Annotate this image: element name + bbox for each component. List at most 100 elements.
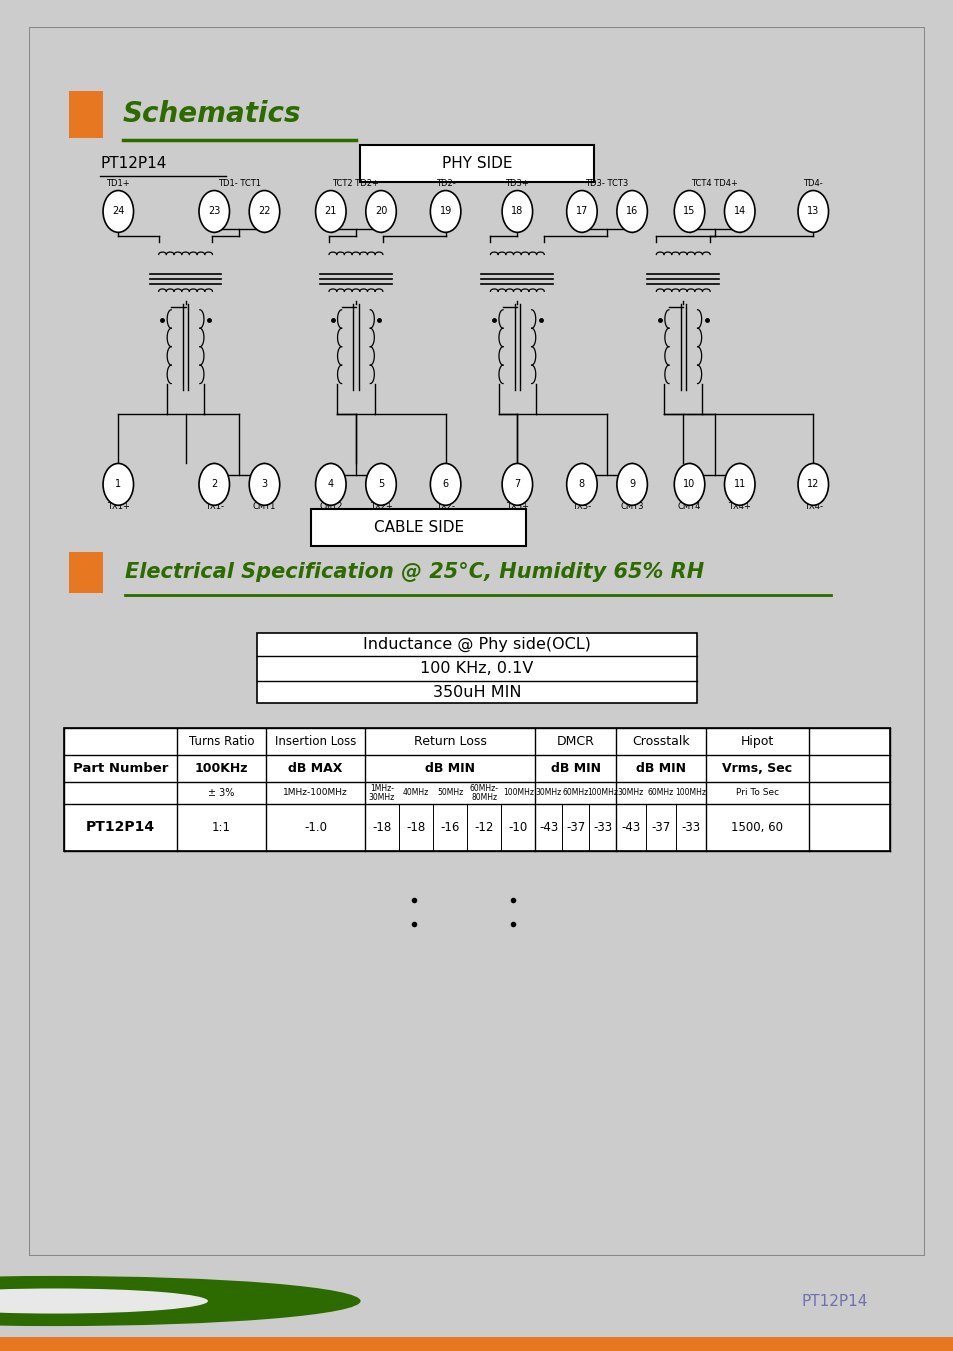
Text: Return Loss: Return Loss bbox=[414, 735, 486, 748]
Circle shape bbox=[501, 463, 532, 505]
Text: 100 KHz, 0.1V: 100 KHz, 0.1V bbox=[420, 661, 533, 677]
Circle shape bbox=[798, 190, 827, 232]
Text: Hipot: Hipot bbox=[740, 735, 773, 748]
Circle shape bbox=[249, 190, 279, 232]
Bar bbox=[65, 728, 888, 851]
Text: 100MHz: 100MHz bbox=[675, 789, 705, 797]
Text: -33: -33 bbox=[593, 821, 612, 834]
Circle shape bbox=[617, 463, 647, 505]
Text: Turns Ratio: Turns Ratio bbox=[189, 735, 253, 748]
Bar bbox=[69, 553, 103, 593]
Text: PT12P14: PT12P14 bbox=[86, 820, 155, 835]
Circle shape bbox=[674, 463, 704, 505]
Text: 16: 16 bbox=[625, 207, 638, 216]
Text: DMCR: DMCR bbox=[557, 735, 594, 748]
Text: TX3-: TX3- bbox=[572, 501, 591, 511]
Text: 19: 19 bbox=[439, 207, 452, 216]
Text: 1MHz-100MHz: 1MHz-100MHz bbox=[283, 789, 348, 797]
Text: CMT2: CMT2 bbox=[319, 501, 342, 511]
Text: 50MHz: 50MHz bbox=[436, 789, 463, 797]
Circle shape bbox=[617, 190, 647, 232]
Circle shape bbox=[315, 190, 346, 232]
Text: 100KHz: 100KHz bbox=[194, 762, 248, 775]
Circle shape bbox=[365, 190, 395, 232]
Bar bbox=[257, 634, 696, 703]
Circle shape bbox=[249, 463, 279, 505]
Bar bbox=[311, 509, 526, 546]
Circle shape bbox=[103, 463, 133, 505]
Text: dB MIN: dB MIN bbox=[635, 762, 685, 775]
Text: dB MIN: dB MIN bbox=[425, 762, 475, 775]
Text: 60MHz: 60MHz bbox=[562, 789, 588, 797]
Text: 1500, 60: 1500, 60 bbox=[730, 821, 782, 834]
Text: 60MHz: 60MHz bbox=[647, 789, 673, 797]
Circle shape bbox=[103, 190, 133, 232]
Text: -12: -12 bbox=[474, 821, 494, 834]
Text: 9: 9 bbox=[628, 480, 635, 489]
Text: -33: -33 bbox=[680, 821, 700, 834]
Text: -43: -43 bbox=[620, 821, 639, 834]
Text: 15: 15 bbox=[682, 207, 695, 216]
Text: TCT4 TD4+: TCT4 TD4+ bbox=[691, 180, 738, 188]
Text: 4: 4 bbox=[328, 480, 334, 489]
Text: 1MHz-
30MHz: 1MHz- 30MHz bbox=[369, 784, 395, 802]
Circle shape bbox=[199, 463, 230, 505]
Text: 8: 8 bbox=[578, 480, 584, 489]
Text: -37: -37 bbox=[651, 821, 670, 834]
Text: 23: 23 bbox=[208, 207, 220, 216]
Text: TX1+: TX1+ bbox=[107, 501, 130, 511]
Circle shape bbox=[0, 1275, 360, 1327]
Text: TD4-: TD4- bbox=[802, 180, 822, 188]
Text: dB MIN: dB MIN bbox=[550, 762, 600, 775]
Text: 30MHz: 30MHz bbox=[535, 789, 561, 797]
Text: -1.0: -1.0 bbox=[304, 821, 327, 834]
Text: 100MHz: 100MHz bbox=[502, 789, 533, 797]
Text: CABLE SIDE: CABLE SIDE bbox=[374, 520, 463, 535]
Text: TD1- TCT1: TD1- TCT1 bbox=[217, 180, 260, 188]
Circle shape bbox=[430, 190, 460, 232]
Text: 10: 10 bbox=[682, 480, 695, 489]
Text: 30MHz: 30MHz bbox=[618, 789, 643, 797]
Text: TX4+: TX4+ bbox=[727, 501, 750, 511]
Text: TX1-: TX1- bbox=[205, 501, 224, 511]
Text: TD3+: TD3+ bbox=[505, 180, 529, 188]
Bar bbox=[69, 91, 103, 138]
Text: TX2-: TX2- bbox=[436, 501, 455, 511]
Circle shape bbox=[674, 190, 704, 232]
Text: 3: 3 bbox=[261, 480, 267, 489]
Text: 6: 6 bbox=[442, 480, 448, 489]
Text: 21: 21 bbox=[324, 207, 336, 216]
Text: TD1+: TD1+ bbox=[107, 180, 130, 188]
Circle shape bbox=[199, 190, 230, 232]
Text: 17: 17 bbox=[575, 207, 587, 216]
Circle shape bbox=[566, 463, 597, 505]
Text: 14: 14 bbox=[733, 207, 745, 216]
Text: -43: -43 bbox=[538, 821, 558, 834]
Text: 7: 7 bbox=[514, 480, 520, 489]
Text: 60MHz-
80MHz: 60MHz- 80MHz bbox=[469, 784, 498, 802]
Text: PT12P14: PT12P14 bbox=[100, 155, 167, 172]
Text: 350uH MIN: 350uH MIN bbox=[433, 685, 520, 700]
Circle shape bbox=[723, 463, 754, 505]
Circle shape bbox=[501, 190, 532, 232]
Circle shape bbox=[315, 463, 346, 505]
Text: Inductance @ Phy side(OCL): Inductance @ Phy side(OCL) bbox=[363, 638, 590, 653]
Circle shape bbox=[365, 463, 395, 505]
Text: 1:1: 1:1 bbox=[212, 821, 231, 834]
Circle shape bbox=[798, 463, 827, 505]
Circle shape bbox=[723, 190, 754, 232]
Text: MAG.LAYERS: MAG.LAYERS bbox=[98, 1292, 227, 1310]
Text: -16: -16 bbox=[440, 821, 459, 834]
Text: Electrical Specification @ 25°C, Humidity 65% RH: Electrical Specification @ 25°C, Humidit… bbox=[126, 562, 704, 582]
Text: 40MHz: 40MHz bbox=[402, 789, 429, 797]
Text: 12: 12 bbox=[806, 480, 819, 489]
Text: -18: -18 bbox=[406, 821, 425, 834]
Text: Schematics: Schematics bbox=[123, 100, 301, 128]
Text: -37: -37 bbox=[565, 821, 584, 834]
Text: 20: 20 bbox=[375, 207, 387, 216]
Text: TX2+: TX2+ bbox=[369, 501, 392, 511]
Text: TX4-: TX4- bbox=[803, 501, 821, 511]
Text: 5: 5 bbox=[377, 480, 384, 489]
Text: CMT3: CMT3 bbox=[619, 501, 643, 511]
Text: 13: 13 bbox=[806, 207, 819, 216]
